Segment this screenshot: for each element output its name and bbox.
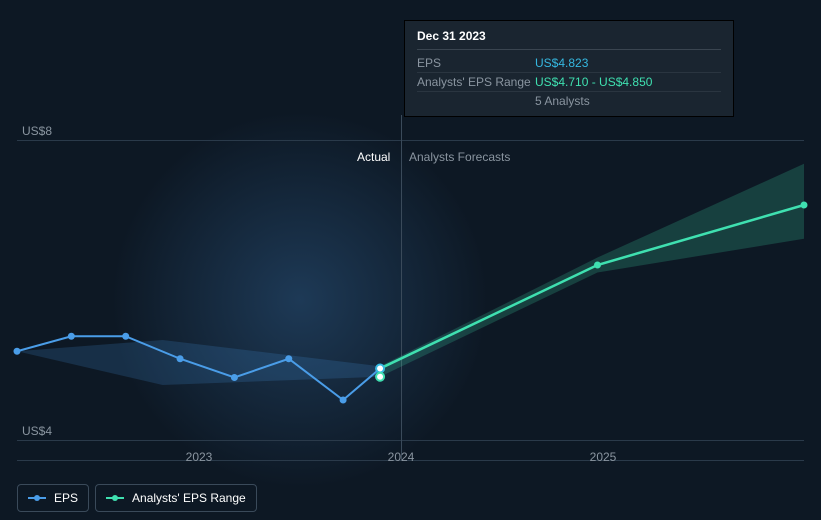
tooltip-value: US$4.823 (535, 56, 588, 70)
eps-chart[interactable]: US$8 US$4 2023 2024 2025 Actual Analysts… (0, 0, 821, 520)
tooltip-date: Dec 31 2023 (417, 29, 721, 50)
legend-item-eps[interactable]: EPS (17, 484, 89, 512)
legend-label: EPS (54, 491, 78, 505)
x-axis-label: 2023 (186, 450, 213, 464)
chart-tooltip: Dec 31 2023 EPS US$4.823 Analysts' EPS R… (404, 20, 734, 117)
forecast-section-label: Analysts Forecasts (409, 150, 510, 164)
legend-swatch-icon (106, 494, 124, 502)
tooltip-label: Analysts' EPS Range (417, 75, 535, 89)
tooltip-row-eps: EPS US$4.823 (417, 54, 721, 73)
tooltip-value: US$4.710 - US$4.850 (535, 75, 652, 89)
legend-item-range[interactable]: Analysts' EPS Range (95, 484, 257, 512)
tooltip-label: EPS (417, 56, 535, 70)
chart-legend: EPS Analysts' EPS Range (17, 484, 257, 512)
y-axis-label: US$4 (22, 424, 52, 438)
x-axis-label: 2024 (388, 450, 415, 464)
actual-section-label: Actual (357, 150, 390, 164)
y-axis-label: US$8 (22, 124, 52, 138)
x-axis-label: 2025 (590, 450, 617, 464)
tooltip-subtext: 5 Analysts (417, 92, 721, 108)
legend-swatch-icon (28, 494, 46, 502)
tooltip-row-range: Analysts' EPS Range US$4.710 - US$4.850 (417, 73, 721, 92)
legend-label: Analysts' EPS Range (132, 491, 246, 505)
